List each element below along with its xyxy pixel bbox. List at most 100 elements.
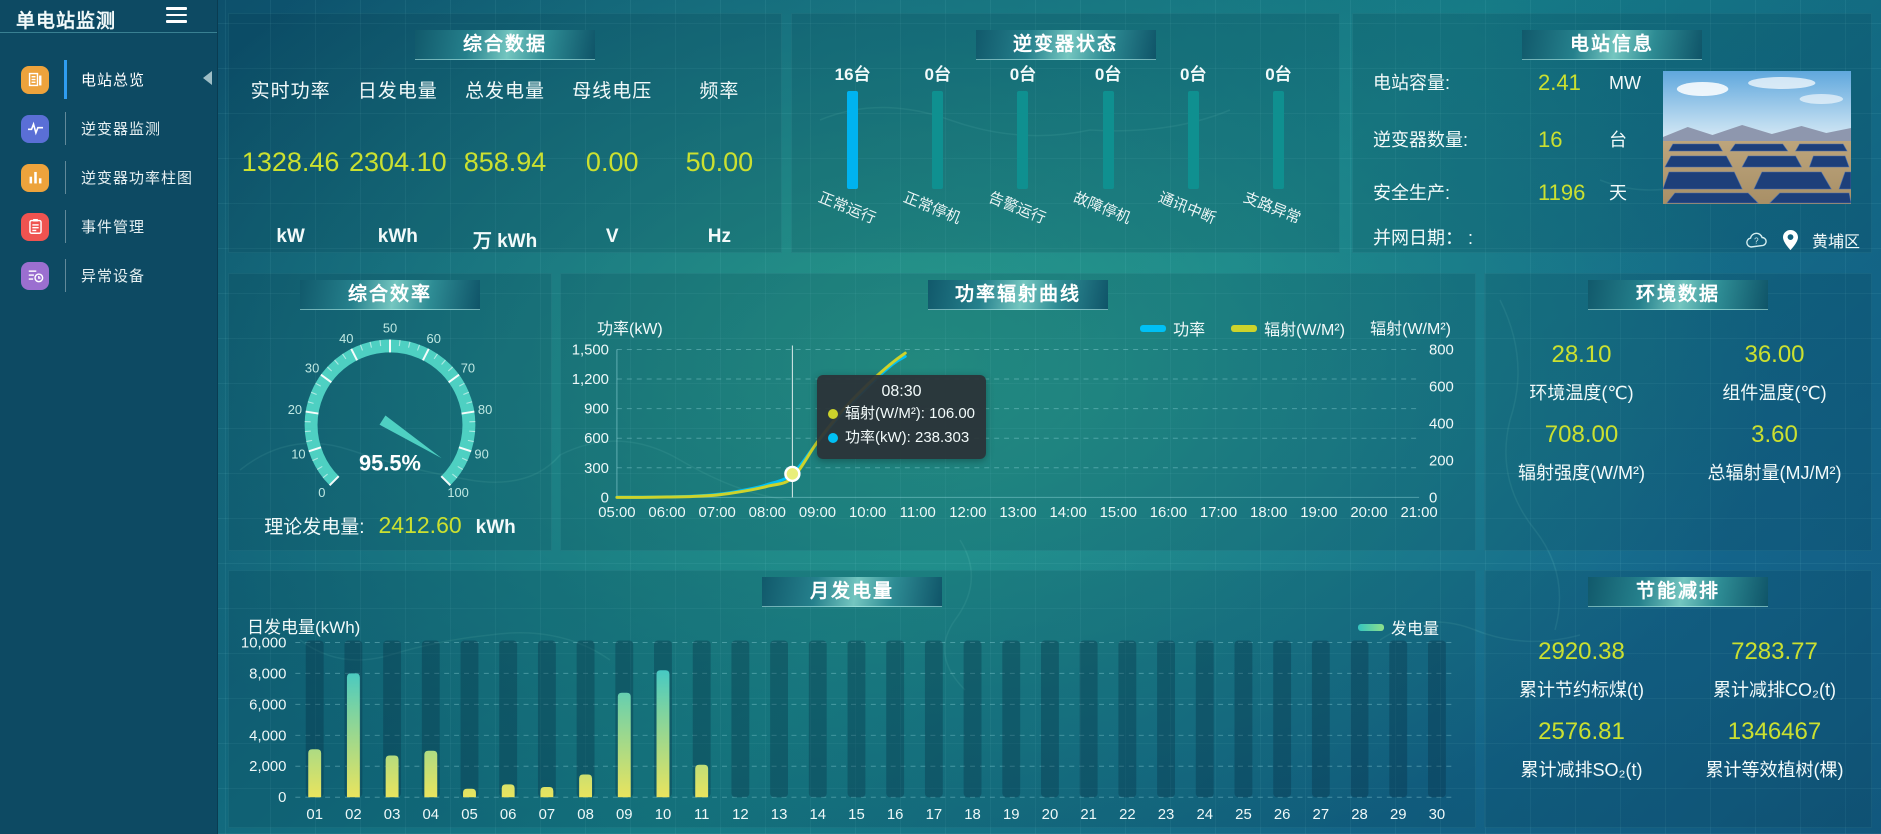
svg-text:0: 0 xyxy=(278,790,286,806)
radiation-legend-swatch xyxy=(1231,324,1258,332)
svg-text:27: 27 xyxy=(1313,807,1330,823)
svg-text:24: 24 xyxy=(1196,807,1213,823)
sidebar-item-abnormal-devices[interactable]: 异常设备 xyxy=(0,251,217,300)
legend-item-radiation[interactable]: 辐射(W/M²) xyxy=(1231,316,1345,340)
svg-text:01: 01 xyxy=(306,807,323,823)
svg-text:09: 09 xyxy=(616,807,633,823)
svg-text:10,000: 10,000 xyxy=(241,635,287,651)
menu-toggle-icon[interactable] xyxy=(166,7,187,27)
metric-label: 日发电量 xyxy=(357,81,438,102)
panel-summary: 综合数据 实时功率 1328.46 kW 日发电量 2304.10 kWh 总发电量 858.… xyxy=(228,13,782,253)
svg-text:12:00: 12:00 xyxy=(949,505,986,521)
inverter-count: 16台 xyxy=(834,65,871,84)
svg-text:80: 80 xyxy=(478,402,492,417)
curve-legend: 功率 辐射(W/M²) xyxy=(1140,316,1345,340)
metric-unit: V xyxy=(605,226,619,247)
svg-text:25: 25 xyxy=(1235,807,1252,823)
sidebar-item-label: 事件管理 xyxy=(81,219,146,236)
station-row-label: 安全生产: xyxy=(1373,183,1451,203)
sidebar-item-label: 逆变器监测 xyxy=(81,121,162,138)
inverter-status-bar xyxy=(1272,91,1284,189)
svg-text:30: 30 xyxy=(305,360,319,375)
sidebar-item-inverter-power-bars[interactable]: 逆变器功率柱图 xyxy=(0,153,217,202)
station-row-unit: MW xyxy=(1609,73,1641,93)
svg-text:17: 17 xyxy=(926,807,943,823)
menu-item-divider xyxy=(65,161,66,194)
stat-label: 辐射强度(W/M²) xyxy=(1518,463,1645,483)
inverter-count: 0台 xyxy=(924,65,951,84)
inverter-status-column: 0台 告警运行 xyxy=(980,14,1065,252)
svg-text:23: 23 xyxy=(1158,807,1175,823)
panel-station-info-title: 电站信息 xyxy=(1522,30,1702,60)
svg-text:15:00: 15:00 xyxy=(1100,505,1137,521)
svg-text:1,500: 1,500 xyxy=(572,342,609,358)
legend-item-power[interactable]: 功率 xyxy=(1140,316,1205,340)
stat-label: 环境温度(℃) xyxy=(1529,383,1634,403)
metric-unit: kWh xyxy=(377,226,418,247)
svg-text:10: 10 xyxy=(291,447,305,462)
inverter-status-column: 0台 故障停机 xyxy=(1066,14,1151,252)
panel-inverter-status: 逆变器状态 16台 正常运行 0台 正常停机 0台 告警运行 0台 故障停机 0台 通讯中断 0台支… xyxy=(791,13,1340,253)
tooltip-row: 功率(kW): 238.303 xyxy=(828,426,975,450)
panel-power-curve: 功率辐射曲线 功率(kW) 辐射(W/M²) 功率 辐射(W/M²) 0 300 6… xyxy=(560,273,1476,551)
svg-text:30: 30 xyxy=(1429,807,1446,823)
panel-monthly-generation: 月发电量 日发电量(kWh) 发电量 0 2,000 4,000 6,000 8,000… xyxy=(228,570,1476,828)
inverter-count: 0台 xyxy=(1009,65,1037,84)
stat: 3.60 总辐射量(MJ/M²) xyxy=(1678,420,1871,486)
menu-item-divider xyxy=(65,112,66,145)
stat-value: 2920.38 xyxy=(1538,638,1625,665)
abnormal-device-icon xyxy=(21,261,49,290)
summary-metric: 实时功率 1328.46 kW xyxy=(237,76,344,252)
svg-text:4,000: 4,000 xyxy=(249,728,286,744)
svg-text:600: 600 xyxy=(1429,379,1454,395)
svg-text:60: 60 xyxy=(427,331,441,346)
metric-unit: Hz xyxy=(707,226,732,247)
sidebar-item-inverter-monitor[interactable]: 逆变器监测 xyxy=(0,104,217,153)
svg-text:10: 10 xyxy=(655,807,672,823)
collapse-arrow-icon[interactable] xyxy=(203,71,212,85)
station-info-row: 电站容量: 2.41 MW xyxy=(1353,71,1871,95)
stat: 2576.81 累计减排SO₂(t) xyxy=(1485,717,1678,783)
sidebar-item-station-overview[interactable]: 电站总览 xyxy=(0,55,217,104)
tooltip-series-dot xyxy=(828,433,838,443)
inverter-status-bar xyxy=(847,91,859,189)
svg-text:14: 14 xyxy=(809,807,826,823)
svg-text:29: 29 xyxy=(1390,807,1407,823)
menu-item-divider xyxy=(65,210,66,243)
inverter-count: 0台 xyxy=(1265,65,1292,84)
inverter-status-column: 16台 正常运行 xyxy=(810,14,895,252)
legend-item-generation[interactable]: 发电量 xyxy=(1357,615,1439,639)
svg-text:16: 16 xyxy=(887,807,904,823)
metric-value: 50.00 xyxy=(685,147,754,177)
stat-value: 3.60 xyxy=(1751,421,1798,448)
stat-label: 累计等效植树(棵) xyxy=(1705,760,1844,780)
panel-power-curve-title: 功率辐射曲线 xyxy=(928,280,1108,310)
sidebar: 单电站监测 电站总览 逆变器监测 逆变器功率柱图 事件管理 异常设备 xyxy=(0,0,218,834)
svg-text:10:00: 10:00 xyxy=(849,505,886,521)
svg-text:03: 03 xyxy=(384,807,401,823)
svg-text:8,000: 8,000 xyxy=(249,666,286,682)
station-district: 黄埔区 xyxy=(1812,234,1861,251)
svg-text:400: 400 xyxy=(1429,416,1454,432)
svg-text:1,200: 1,200 xyxy=(572,372,609,388)
stat-value: 28.10 xyxy=(1551,341,1612,368)
stat: 7283.77 累计减排CO₂(t) xyxy=(1678,637,1871,703)
inverter-status-bars: 16台 正常运行 0台 正常停机 0台 告警运行 0台 故障停机 0台 通讯中断 0台 支路异常 xyxy=(792,14,1339,252)
theoretical-generation-value: 2412.60 xyxy=(378,512,462,538)
location-pin-icon[interactable] xyxy=(1783,230,1798,250)
station-row-label: 逆变器数量: xyxy=(1373,130,1469,150)
weather-cloud-icon[interactable]: ? xyxy=(1745,232,1769,249)
svg-text:0: 0 xyxy=(318,485,325,500)
summary-metric: 频率 50.00 Hz xyxy=(666,76,773,252)
svg-text:20: 20 xyxy=(1042,807,1059,823)
summary-metric: 日发电量 2304.10 kWh xyxy=(344,76,451,252)
sidebar-item-event-management[interactable]: 事件管理 xyxy=(0,202,217,251)
stat-value: 708.00 xyxy=(1544,421,1619,448)
svg-text:20: 20 xyxy=(288,402,302,417)
power-legend-swatch xyxy=(1140,324,1167,332)
summary-metrics: 实时功率 1328.46 kW 日发电量 2304.10 kWh 总发电量 858.94 万 k… xyxy=(229,14,781,252)
panel-inverter-status-title: 逆变器状态 xyxy=(975,30,1156,60)
svg-text:6,000: 6,000 xyxy=(249,697,286,713)
inverter-status-bar xyxy=(1102,91,1114,189)
gauge-value-label: 95.5% xyxy=(359,451,421,476)
